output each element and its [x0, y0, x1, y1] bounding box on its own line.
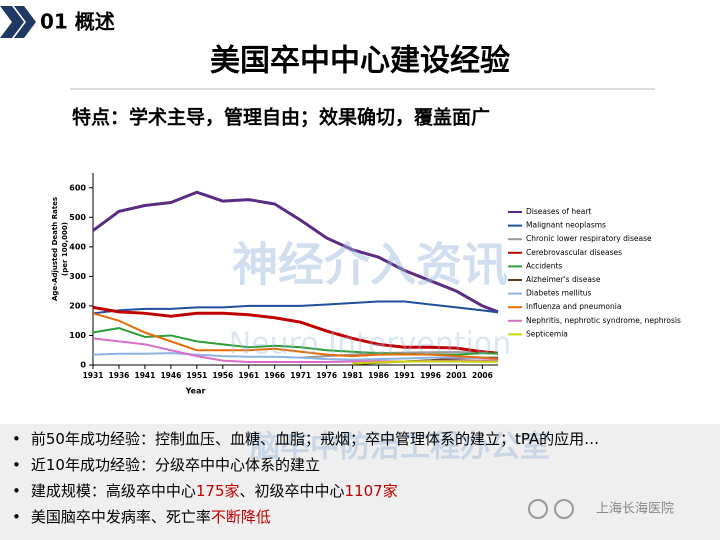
bullet-text: 前50年成功经验：控制血压、血糖、血脂；戒烟；卒中管理体系的建立；tPA的应用…: [30, 430, 600, 448]
watermark: 神经介入资讯: [232, 238, 508, 292]
x-tick-label: 1936: [109, 371, 130, 380]
bullet-text: 近10年成功经验：分级卒中中心体系的建立: [30, 456, 320, 474]
legend-label: Influenza and pneumonia: [526, 302, 621, 311]
bullet-text: 美国脑卒中发病率、死亡率: [30, 508, 211, 526]
subtitle: 特点：学术主导，管理自由；效果确切，覆盖面广: [72, 106, 490, 129]
logo-icon: [528, 499, 548, 519]
watermark: Neuro Intervention: [229, 327, 512, 362]
legend-label: Septicemia: [526, 329, 568, 338]
bullet: 建成规模：高级卒中中心175家、初级卒中中心1107家: [12, 480, 398, 501]
x-tick-label: 1941: [134, 371, 155, 380]
series-line: [92, 305, 499, 355]
chevron: [0, 6, 24, 38]
x-tick-label: 1986: [368, 371, 389, 380]
series-line: [92, 352, 499, 361]
x-tick-label: 1976: [316, 371, 337, 380]
y-axis-label: (per 100,000): [61, 222, 69, 276]
chevron: [14, 6, 36, 38]
y-tick-label: 300: [69, 272, 86, 281]
series-line: [92, 300, 499, 315]
bullet: 近10年成功经验：分级卒中中心体系的建立: [12, 454, 320, 475]
x-tick-label: 1981: [342, 371, 363, 380]
x-tick-label: 1961: [238, 371, 259, 380]
logo-icon: [554, 499, 574, 519]
legend-label: Accidents: [526, 261, 562, 270]
y-tick-label: 200: [69, 301, 86, 310]
legend-label: Alzheimer's disease: [526, 275, 601, 284]
chart: 0 100 200 300 400 500 600 1931 1936 1941 1946 1951 1…: [51, 173, 681, 396]
bullet-text: 、初级卒中中心: [239, 482, 345, 500]
series-line: [92, 190, 499, 314]
legend-label: Nephritis, nephrotic syndrome, nephrosis: [526, 316, 681, 325]
x-tick-label: 1931: [83, 371, 104, 380]
x-tick-label: 2001: [446, 371, 467, 380]
legend-label: Diseases of heart: [526, 207, 591, 216]
series-line: [352, 360, 498, 365]
bullet: 前50年成功经验：控制血压、血糖、血脂；戒烟；卒中管理体系的建立；tPA的应用…: [12, 428, 599, 449]
y-tick-label: 100: [69, 331, 86, 340]
x-tick-label: 1991: [394, 371, 415, 380]
legend-label: Malignant neoplasms: [526, 221, 606, 230]
bullet-text: 不断降低: [210, 508, 271, 526]
bullet: 美国脑卒中发病率、死亡率不断降低: [12, 506, 271, 527]
legend-label: Chronic lower respiratory disease: [526, 234, 652, 243]
bullet-text: 1107家: [344, 482, 398, 500]
y-tick-label: 500: [69, 213, 86, 222]
x-tick-label: 1996: [420, 371, 441, 380]
y-tick-label: 400: [69, 242, 86, 251]
logo-text: 上海长海医院: [596, 502, 674, 517]
section-label: 01 概述: [40, 10, 115, 34]
y-axis-label: Age-Adjusted Death Rates: [51, 197, 59, 301]
x-tick-label: 1956: [212, 371, 233, 380]
bullet-text: 175家: [195, 482, 240, 500]
x-tick-label: 1951: [186, 371, 207, 380]
x-tick-label: 2006: [472, 371, 493, 380]
legend-label: Cerebrovascular diseases: [526, 248, 622, 257]
series-line: [92, 312, 499, 361]
x-tick-label: 1946: [160, 371, 181, 380]
y-tick-label: 600: [69, 183, 86, 192]
legend-label: Diabetes mellitus: [526, 289, 592, 298]
x-tick-label: 1966: [264, 371, 285, 380]
slide-title: 美国卒中中心建设经验: [210, 44, 510, 79]
x-tick-label: 1971: [290, 371, 311, 380]
y-tick-label: 0: [80, 361, 86, 370]
x-axis-label: Year: [185, 387, 206, 396]
bullet-text: 建成规模：高级卒中中心: [30, 482, 196, 500]
